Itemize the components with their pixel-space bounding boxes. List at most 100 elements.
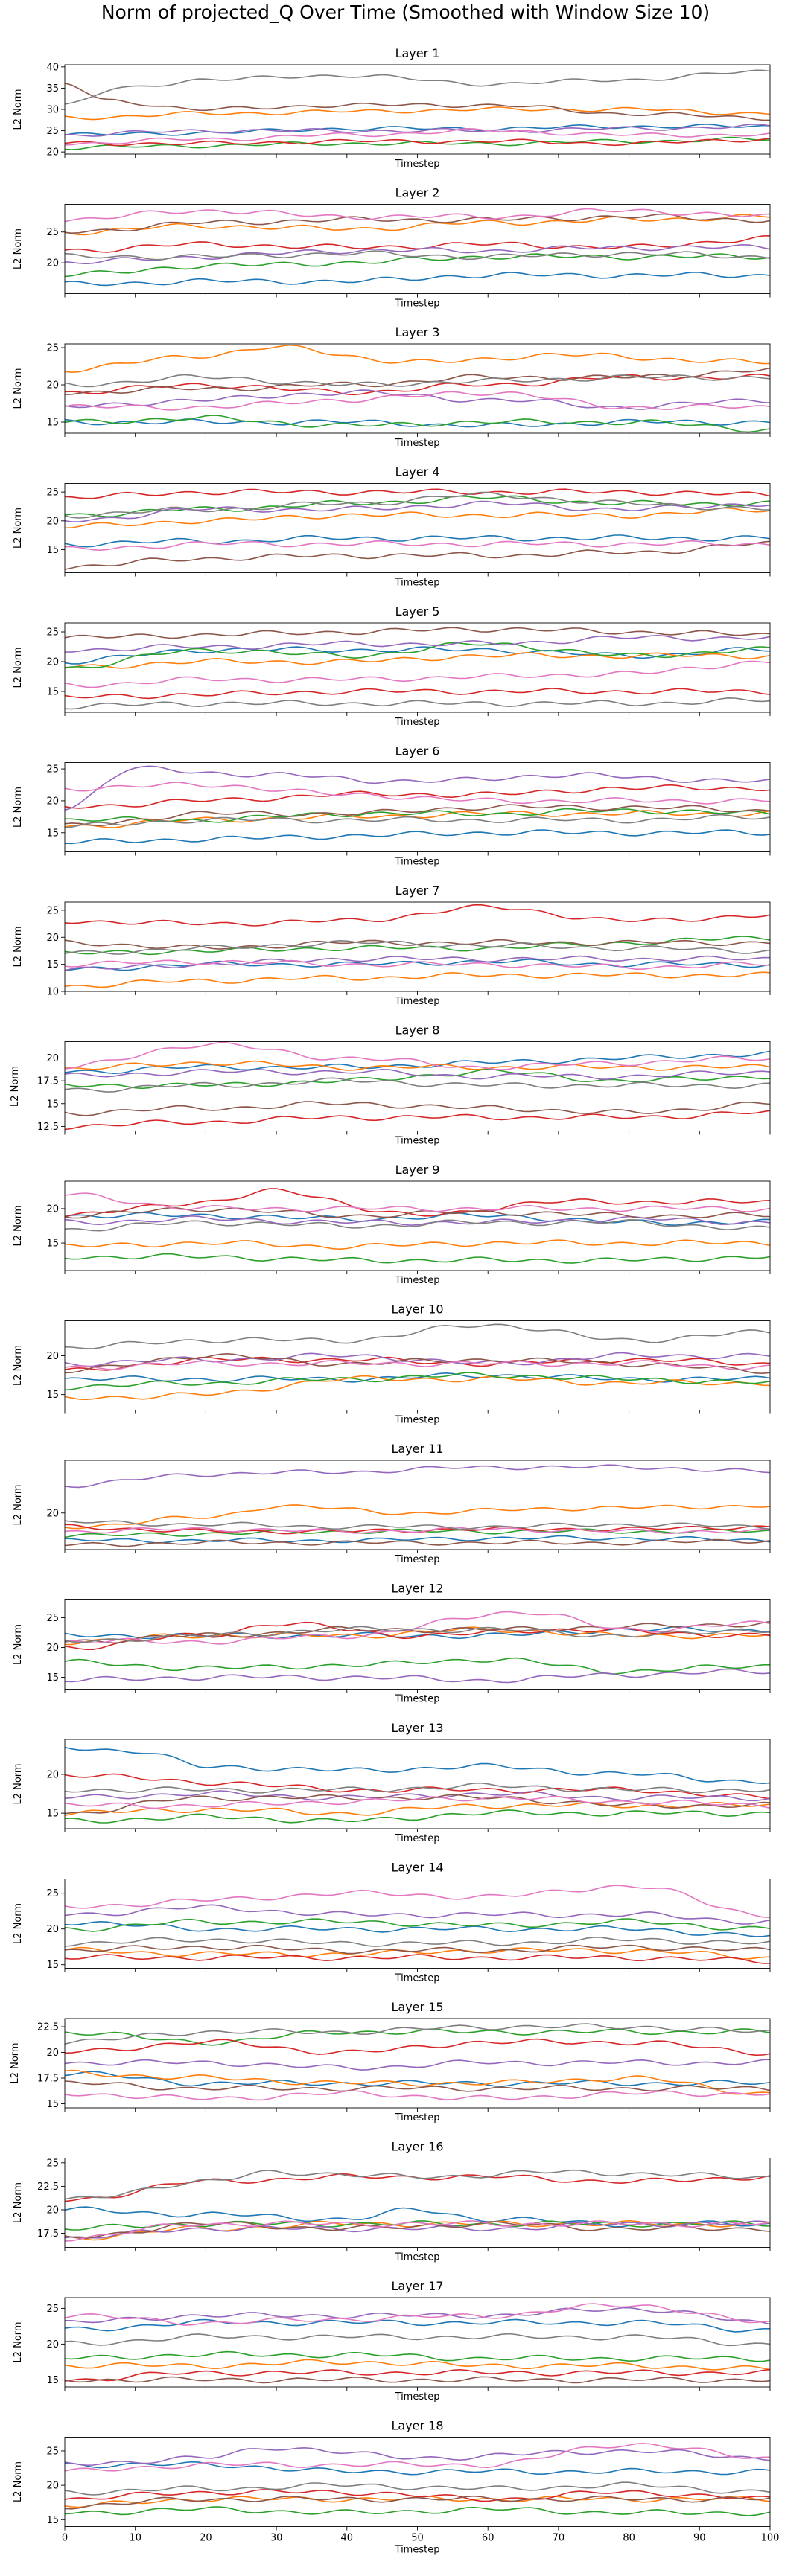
x-tick-label: 50 <box>411 2533 424 2544</box>
series-line <box>64 1215 771 1227</box>
y-tick-label: 15 <box>46 1809 59 1820</box>
series-line <box>64 507 771 529</box>
y-axis-label: L2 Norm <box>13 1484 24 1525</box>
y-axis-label: L2 Norm <box>13 2321 24 2362</box>
subplot-title: Layer 4 <box>395 465 440 479</box>
y-tick-label: 15 <box>46 1099 59 1110</box>
series-line <box>64 344 771 374</box>
subplot-layer-11: Layer 11 20 Timestep L2 Norm <box>13 1442 771 1565</box>
y-axis-label: L2 Norm <box>13 1903 24 1944</box>
x-axis-label: Timestep <box>395 1275 440 1286</box>
series-line <box>64 2090 771 2101</box>
x-tick-label: 60 <box>482 2533 494 2544</box>
series-line <box>64 1773 771 1800</box>
series-line <box>64 1192 771 1212</box>
series-line <box>64 808 771 823</box>
series-line <box>64 1253 771 1264</box>
series-line <box>64 1188 771 1218</box>
y-tick-label: 25 <box>46 227 59 238</box>
series-line <box>64 2069 771 2095</box>
series-line <box>64 904 771 927</box>
series-line <box>64 955 771 971</box>
y-tick-label: 20 <box>46 796 59 807</box>
y-tick-label: 20 <box>46 2205 59 2216</box>
series-line <box>64 782 771 805</box>
y-tick-label: 20 <box>46 2048 59 2059</box>
subplot-layer-18: Layer 18 0 10 20 30 40 50 60 70 80 90 100 15 20 25 Time… <box>13 2419 779 2556</box>
x-tick-label: 40 <box>341 2533 354 2544</box>
series-line <box>64 627 771 639</box>
series-line <box>64 69 771 105</box>
y-tick-label: 15 <box>46 1960 59 1971</box>
series-line <box>64 1239 771 1250</box>
series-line <box>64 1621 771 1650</box>
series-line <box>64 660 771 688</box>
series-line <box>64 1218 771 1232</box>
y-tick-label: 17.5 <box>37 2074 59 2085</box>
subplot-title: Layer 10 <box>391 1303 443 1317</box>
plot-frame <box>64 1739 771 1829</box>
series-line <box>64 1620 771 1644</box>
y-tick-label: 15 <box>46 418 59 429</box>
series-line <box>64 1538 771 1547</box>
y-tick-label: 22.5 <box>37 2022 59 2033</box>
series-line <box>64 374 771 388</box>
series-line <box>64 1520 771 1530</box>
series-line <box>64 1206 771 1219</box>
subplot-layer-17: Layer 17 15 20 25 Timestep L2 Norm <box>13 2279 771 2403</box>
x-axis-label: Timestep <box>395 1973 440 1984</box>
subplot-layer-1: Layer 1 20 25 30 35 40 Timestep L2 Norm <box>13 46 771 170</box>
series-line <box>64 1060 771 1071</box>
series-line <box>64 2071 771 2087</box>
y-tick-label: 12.5 <box>37 1122 59 1133</box>
series-line <box>64 2333 771 2347</box>
series-line <box>64 642 771 668</box>
series-line <box>64 2220 771 2242</box>
series-line <box>64 2028 771 2046</box>
series-line <box>64 1526 771 1535</box>
subplot-layer-13: Layer 13 15 20 Timestep L2 Norm <box>13 1721 771 1844</box>
series-line <box>64 1944 771 1955</box>
y-axis-label: L2 Norm <box>13 368 24 409</box>
x-axis-label: Timestep <box>395 298 440 310</box>
subplot-layer-4: Layer 4 15 20 25 Timestep L2 Norm <box>13 465 771 589</box>
subplot-title: Layer 14 <box>391 1861 443 1875</box>
x-axis-label: Timestep <box>395 2112 440 2123</box>
y-tick-label: 25 <box>46 2304 59 2315</box>
series-line <box>64 1790 771 1802</box>
series-line <box>64 1885 771 1918</box>
x-axis-label: Timestep <box>395 1833 440 1844</box>
series-line <box>64 646 771 665</box>
y-axis-label: L2 Norm <box>13 647 24 688</box>
series-line <box>64 138 771 147</box>
series-line <box>64 1809 771 1824</box>
y-tick-label: 20 <box>46 1924 59 1935</box>
y-axis-label: L2 Norm <box>10 1066 21 1107</box>
y-axis-label: L2 Norm <box>13 926 24 967</box>
y-tick-label: 20 <box>46 147 59 159</box>
subplot-title: Layer 13 <box>391 1721 443 1735</box>
series-line <box>64 2446 771 2467</box>
series-line <box>64 127 771 146</box>
series-line <box>64 243 771 265</box>
series-line <box>64 2461 771 2476</box>
series-line <box>64 2221 771 2240</box>
series-line <box>64 2169 771 2200</box>
x-axis-label: Timestep <box>395 717 440 728</box>
subplot-title: Layer 1 <box>395 46 440 60</box>
y-tick-label: 20 <box>46 1643 59 1654</box>
x-tick-label: 100 <box>761 2533 780 2544</box>
series-line <box>64 2220 771 2239</box>
series-line <box>64 250 771 261</box>
y-tick-label: 25 <box>46 343 59 354</box>
x-tick-label: 0 <box>62 2533 68 2544</box>
subplot-layer-2: Layer 2 20 25 Timestep L2 Norm <box>13 186 771 310</box>
series-line <box>64 534 771 548</box>
x-axis-label: Timestep <box>395 2391 440 2403</box>
y-tick-label: 20 <box>46 380 59 391</box>
y-tick-label: 20 <box>46 2339 59 2350</box>
series-line <box>64 1110 771 1131</box>
series-line <box>64 1657 770 1675</box>
series-line <box>64 1356 771 1371</box>
